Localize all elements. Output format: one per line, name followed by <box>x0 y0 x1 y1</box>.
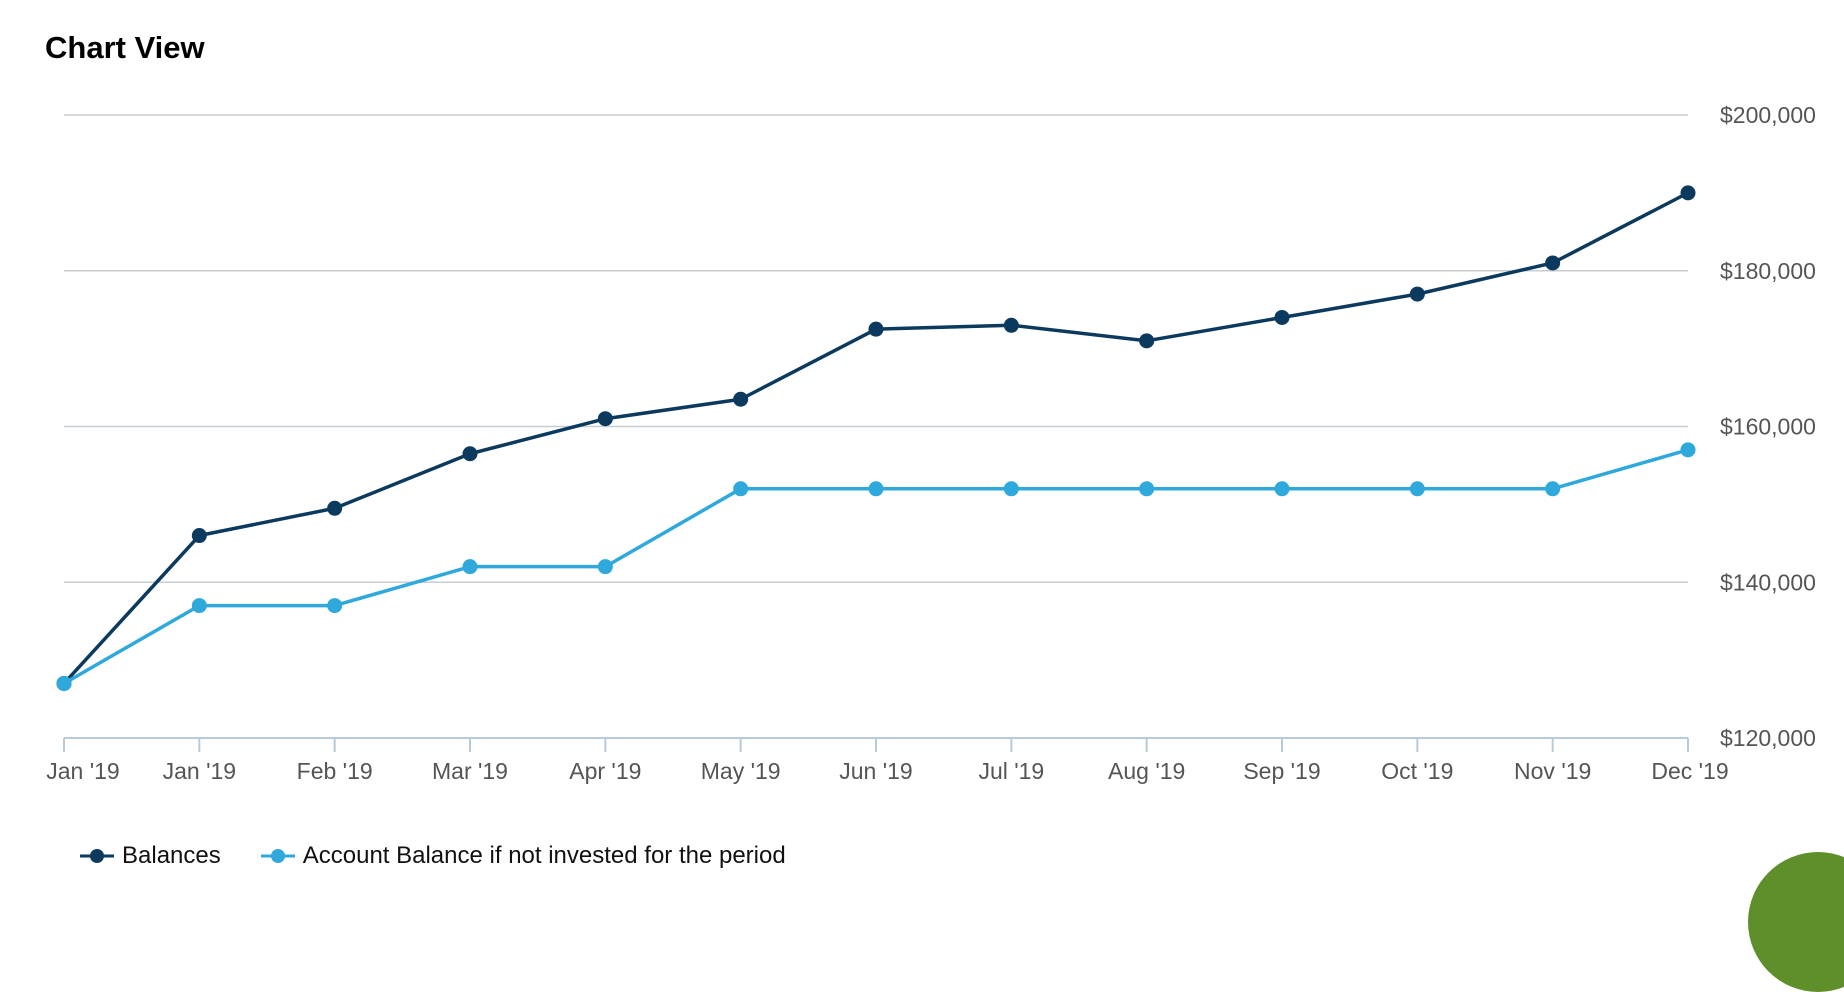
data-point-not-invested <box>733 481 749 497</box>
data-point-not-invested <box>1680 442 1696 458</box>
x-tick-label: Jan '19 <box>163 758 236 784</box>
x-tick-label: Dec '19 <box>1651 758 1728 784</box>
data-point-balances <box>1545 255 1561 271</box>
data-point-balances <box>868 321 884 337</box>
data-point-not-invested <box>327 598 343 614</box>
x-tick-label: Aug '19 <box>1108 758 1185 784</box>
legend-item-not-invested[interactable]: Account Balance if not invested for the … <box>260 842 786 870</box>
x-tick-label: Apr '19 <box>569 758 641 784</box>
y-tick-label: $180,000 <box>1720 258 1816 284</box>
legend-marker-not-invested-icon <box>260 849 295 863</box>
data-point-balances <box>597 411 613 427</box>
data-point-not-invested <box>1003 481 1019 497</box>
data-point-not-invested <box>1274 481 1290 497</box>
data-point-balances <box>462 446 478 462</box>
chart-legend: Balances Account Balance if not invested… <box>80 842 786 870</box>
data-point-not-invested <box>191 598 207 614</box>
x-tick-label: Nov '19 <box>1514 758 1591 784</box>
data-point-balances <box>1274 309 1290 325</box>
data-point-balances <box>191 528 207 544</box>
y-tick-label: $200,000 <box>1720 102 1816 128</box>
data-point-not-invested <box>56 675 72 691</box>
data-point-balances <box>1139 333 1155 349</box>
data-point-not-invested <box>597 559 613 575</box>
legend-label-not-invested: Account Balance if not invested for the … <box>302 842 786 869</box>
corner-action-button[interactable] <box>1748 852 1844 992</box>
x-tick-label: Mar '19 <box>432 758 508 784</box>
data-point-balances <box>733 391 749 407</box>
y-tick-label: $160,000 <box>1720 414 1816 440</box>
y-tick-label: $140,000 <box>1720 569 1816 595</box>
page-title: Chart View <box>45 30 205 65</box>
data-point-not-invested <box>462 559 478 575</box>
x-tick-label: Sep '19 <box>1243 758 1320 784</box>
legend-item-balances[interactable]: Balances <box>80 842 221 870</box>
data-point-balances <box>1680 185 1696 201</box>
line-chart: $120,000 $140,000 $160,000 $180,000 $200,000… <box>46 102 1816 784</box>
data-point-not-invested <box>1409 481 1425 497</box>
x-tick-label: May '19 <box>701 758 781 784</box>
y-tick-label: $120,000 <box>1720 725 1816 751</box>
data-point-balances <box>1409 286 1425 302</box>
x-tick-label: Oct '19 <box>1381 758 1453 784</box>
x-tick-label: Jul '19 <box>978 758 1044 784</box>
data-point-not-invested <box>868 481 884 497</box>
x-tick-label: Jan '19 <box>46 758 119 784</box>
data-point-not-invested <box>1139 481 1155 497</box>
data-point-not-invested <box>1545 481 1561 497</box>
x-tick-label: Feb '19 <box>297 758 373 784</box>
x-tick-label: Jun '19 <box>839 758 912 784</box>
legend-label-balances: Balances <box>122 842 221 869</box>
data-point-balances <box>327 500 343 516</box>
legend-marker-balances-icon <box>80 849 114 863</box>
series-line-balances <box>62 191 1689 685</box>
data-point-balances <box>1003 317 1019 333</box>
